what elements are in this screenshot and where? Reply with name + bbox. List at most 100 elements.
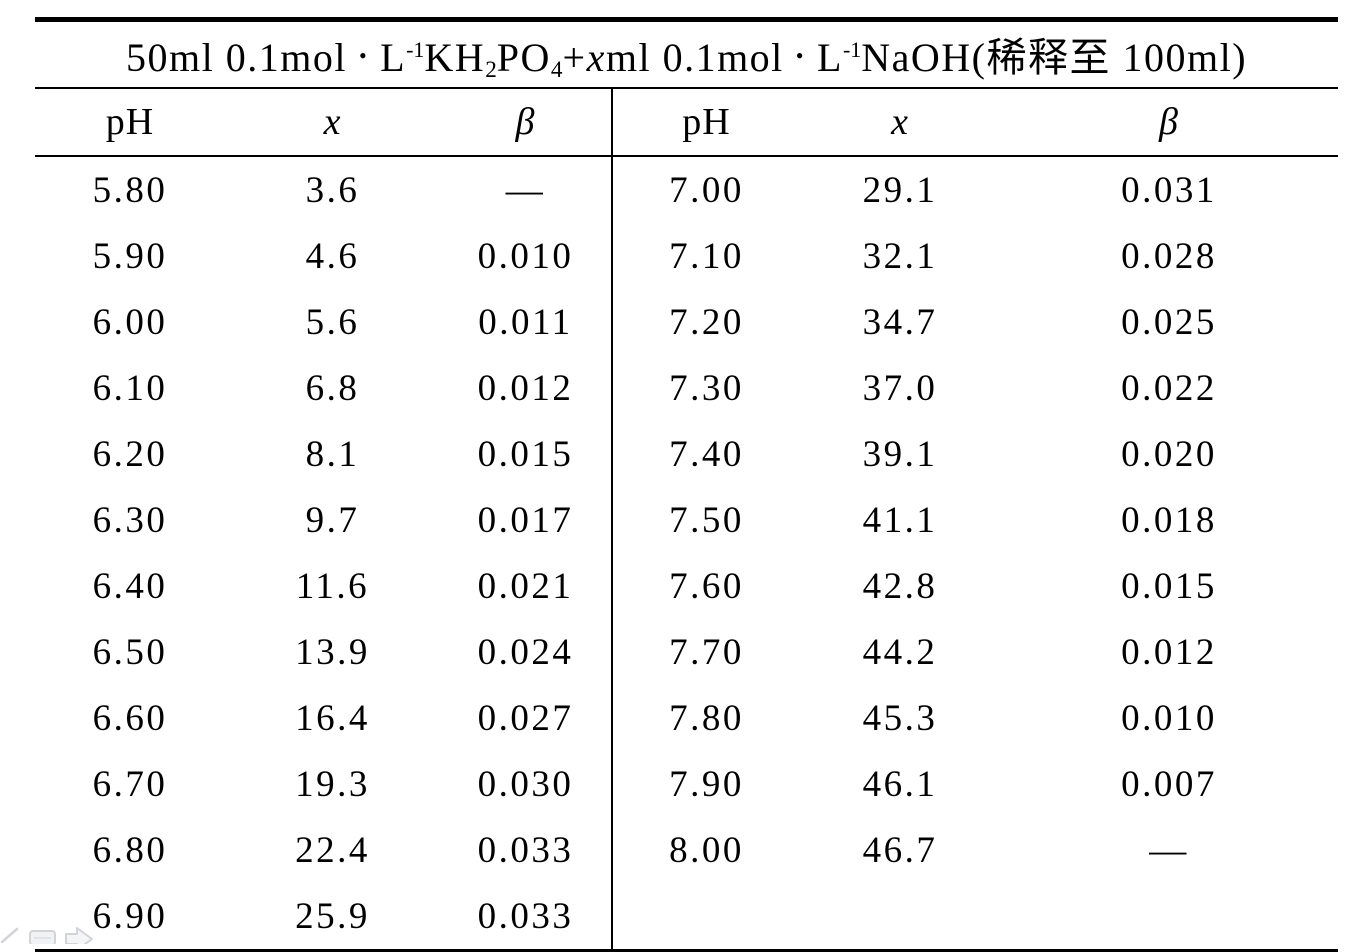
- table-cell: [800, 883, 1000, 951]
- table-cell: 0.007: [1121, 763, 1217, 805]
- table-cell: 7.10: [611, 223, 800, 289]
- title-row: 50ml 0.1mol • L-1KH2PO4+xml 0.1mol • L-1NaOH…: [35, 19, 1339, 89]
- table-cell: 0.015: [477, 433, 574, 475]
- table-cell: 9.7: [305, 499, 360, 541]
- table-cell: 6.00: [92, 301, 168, 343]
- table-cell: 5.90: [92, 235, 168, 277]
- table-row: 6.80 22.4 0.033 8.00 46.7 —: [35, 817, 1338, 883]
- table-cell: 8.1: [305, 433, 360, 475]
- table-cell: 7.90: [611, 751, 800, 817]
- table-cell: 7.80: [611, 685, 800, 751]
- table-cell: 0.033: [477, 829, 574, 871]
- column-header-beta-left: β: [440, 88, 612, 157]
- table-cell: 42.8: [862, 565, 938, 607]
- table-cell: 0.012: [477, 367, 574, 409]
- table-cell: 0.031: [1121, 169, 1217, 211]
- table-row: 5.80 3.6 — 7.00 29.1 0.031: [35, 156, 1338, 223]
- table-cell: 6.70: [92, 763, 168, 805]
- table-cell: 46.7: [862, 829, 938, 871]
- table-row: 6.20 8.1 0.015 7.40 39.1 0.020: [35, 421, 1338, 487]
- table-cell: 45.3: [862, 697, 938, 739]
- table-cell: 6.60: [92, 697, 168, 739]
- table-cell: 6.8: [305, 367, 360, 409]
- table-cell: 6.50: [92, 631, 168, 673]
- table-row: 6.60 16.4 0.027 7.80 45.3 0.010: [35, 685, 1338, 751]
- table-cell: 16.4: [295, 697, 370, 739]
- column-header-beta-right: β: [1000, 88, 1339, 157]
- buffer-capacity-table: 50ml 0.1mol • L-1KH2PO4+xml 0.1mol • L-1NaOH…: [35, 17, 1339, 952]
- table-cell: —: [1149, 829, 1189, 871]
- table-cell: 25.9: [295, 895, 370, 937]
- table-cell: 7.00: [611, 156, 800, 223]
- table-cell: 0.018: [1121, 499, 1217, 541]
- table-cell: 0.030: [477, 763, 574, 805]
- arrow-artifact-icon: [65, 927, 93, 944]
- table-cell: 0.012: [1121, 631, 1217, 673]
- table-cell: 7.50: [611, 487, 800, 553]
- table-cell: 0.017: [477, 499, 574, 541]
- table-cell: 46.1: [862, 763, 938, 805]
- table-cell: 19.3: [295, 763, 370, 805]
- table-row: 6.10 6.8 0.012 7.30 37.0 0.022: [35, 355, 1338, 421]
- table-cell: 44.2: [862, 631, 938, 673]
- table-cell: 6.40: [92, 565, 168, 607]
- table-cell: 37.0: [862, 367, 938, 409]
- table-cell: 8.00: [611, 817, 800, 883]
- table-body: 5.80 3.6 — 7.00 29.1 0.031 5.90 4.6 0.010 7.10 32.…: [35, 156, 1338, 951]
- table-cell: 22.4: [295, 829, 370, 871]
- table-cell: 0.020: [1121, 433, 1217, 475]
- table-cell: 7.30: [611, 355, 800, 421]
- table-row: 6.50 13.9 0.024 7.70 44.2 0.012: [35, 619, 1338, 685]
- table-cell: —: [505, 169, 546, 211]
- table-cell: 0.011: [478, 301, 573, 343]
- table-cell: 0.010: [477, 235, 574, 277]
- table-cell: 3.6: [305, 169, 360, 211]
- table-cell: 7.40: [611, 421, 800, 487]
- column-header-x-left: x: [225, 88, 440, 157]
- table-cell: 7.70: [611, 619, 800, 685]
- table-cell: 4.6: [305, 235, 360, 277]
- table-cell: 0.025: [1121, 301, 1217, 343]
- table-row: 6.40 11.6 0.021 7.60 42.8 0.015: [35, 553, 1338, 619]
- table-cell: 11.6: [295, 565, 370, 607]
- table-cell: 0.015: [1121, 565, 1217, 607]
- table-cell: 0.021: [477, 565, 574, 607]
- table-cell: 6.80: [92, 829, 168, 871]
- table-row: 5.90 4.6 0.010 7.10 32.1 0.028: [35, 223, 1338, 289]
- table-cell: 6.10: [92, 367, 168, 409]
- column-header-x-right: x: [800, 88, 1000, 157]
- table-cell: [1000, 883, 1338, 951]
- table-cell: 34.7: [862, 301, 938, 343]
- table-cell: 5.6: [305, 301, 360, 343]
- table-cell: [611, 883, 800, 951]
- table-cell: 32.1: [862, 235, 938, 277]
- table-cell: 6.20: [92, 433, 168, 475]
- pencil-artifact-icon: [0, 927, 19, 944]
- table-row: 6.70 19.3 0.030 7.90 46.1 0.007: [35, 751, 1338, 817]
- table-title: 50ml 0.1mol • L-1KH2PO4+xml 0.1mol • L-1NaOH…: [35, 19, 1339, 89]
- table-cell: 0.033: [477, 895, 574, 937]
- table-cell: 7.60: [611, 553, 800, 619]
- table-cell: 39.1: [862, 433, 938, 475]
- screenshot-tool-artifacts: [0, 927, 93, 944]
- column-header-ph-left: pH: [35, 88, 225, 157]
- table-cell: 13.9: [295, 631, 370, 673]
- table-row: 6.30 9.7 0.017 7.50 41.1 0.018: [35, 487, 1338, 553]
- card-artifact-icon: [29, 930, 56, 944]
- table-cell: 6.30: [92, 499, 168, 541]
- table-cell: 5.80: [92, 169, 168, 211]
- table-row: 6.90 25.9 0.033: [35, 883, 1338, 951]
- table-cell: 41.1: [862, 499, 938, 541]
- header-row: pH x β pH x β: [35, 88, 1339, 157]
- column-header-ph-right: pH: [611, 88, 800, 157]
- table-cell: 0.010: [1121, 697, 1217, 739]
- table-cell: 6.90: [92, 895, 168, 937]
- table-cell: 7.20: [611, 289, 800, 355]
- table-cell: 29.1: [862, 169, 938, 211]
- table-cell: 0.027: [477, 697, 574, 739]
- table-row: 6.00 5.6 0.011 7.20 34.7 0.025: [35, 289, 1338, 355]
- table-cell: 0.022: [1121, 367, 1217, 409]
- table-cell: 0.024: [477, 631, 574, 673]
- table-cell: 0.028: [1121, 235, 1217, 277]
